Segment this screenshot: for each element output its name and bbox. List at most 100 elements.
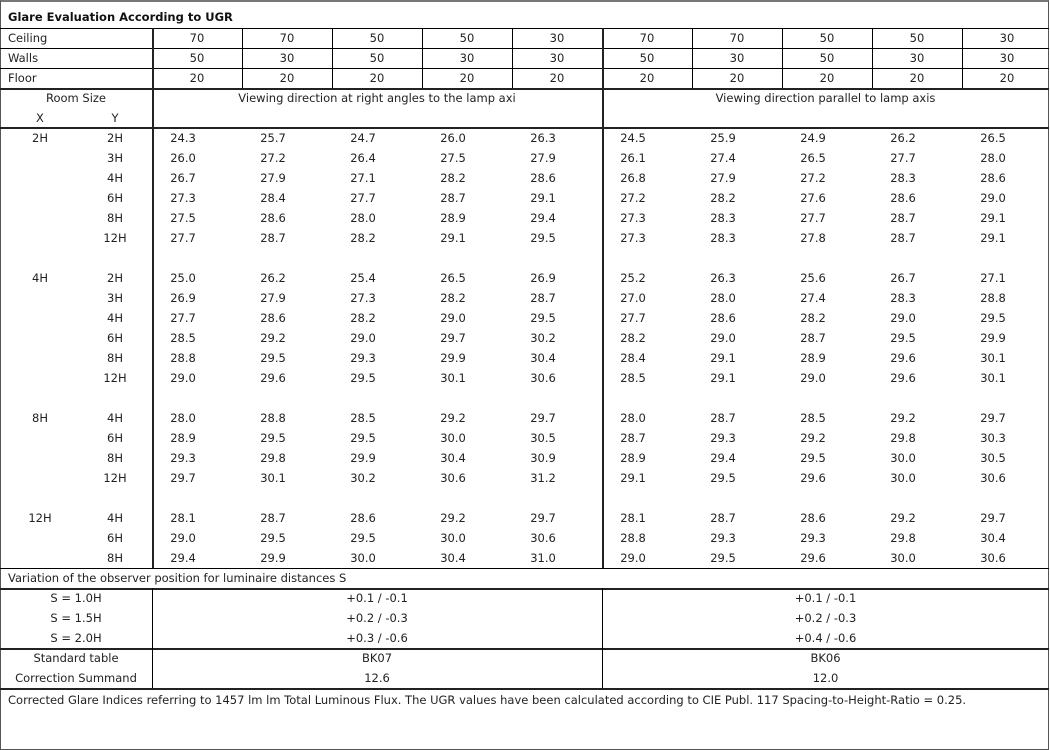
room-x-value: 2H [32, 131, 48, 145]
ugr-value-parallel: 28.3 [890, 171, 916, 185]
ugr-value-parallel: 29.5 [980, 311, 1006, 325]
divider [0, 127, 1049, 129]
ugr-value-perpendicular: 30.4 [530, 351, 556, 365]
correction-summand-label: Correction Summand [15, 671, 137, 685]
room-y-value: 4H [107, 171, 123, 185]
ugr-value-parallel: 28.7 [620, 431, 646, 445]
divider [0, 48, 1049, 49]
ugr-value-perpendicular: 30.0 [440, 531, 466, 545]
ugr-value-perpendicular: 27.7 [170, 311, 196, 325]
ugr-value-parallel: 29.1 [620, 471, 646, 485]
ugr-value-parallel: 26.5 [980, 131, 1006, 145]
ugr-value-parallel: 29.0 [800, 371, 826, 385]
divider [0, 588, 1049, 590]
ugr-value-parallel: 28.3 [890, 291, 916, 305]
ugr-value-perpendicular: 25.4 [350, 271, 376, 285]
ugr-value-perpendicular: 29.5 [260, 431, 286, 445]
variation-title: Variation of the observer position for l… [8, 571, 347, 585]
ugr-value-parallel: 29.5 [890, 331, 916, 345]
ugr-value-perpendicular: 28.2 [350, 311, 376, 325]
ugr-value-perpendicular: 29.0 [170, 531, 196, 545]
divider [422, 28, 423, 88]
room-y-value: 12H [103, 371, 127, 385]
reflectance-label-walls: Walls [8, 51, 39, 65]
ugr-value-parallel: 30.0 [890, 551, 916, 565]
ugr-value-perpendicular: 29.7 [170, 471, 196, 485]
room-y-label: Y [111, 111, 119, 125]
ugr-value-parallel: 27.1 [980, 271, 1006, 285]
divider [512, 28, 513, 88]
ugr-value-perpendicular: 28.8 [170, 351, 196, 365]
ugr-value-parallel: 24.9 [800, 131, 826, 145]
ugr-value-parallel: 27.3 [620, 211, 646, 225]
divider [152, 28, 154, 88]
divider [0, 648, 1049, 650]
reflectance-value: 20 [639, 71, 655, 85]
variation-label: S = 1.5H [50, 611, 102, 625]
ugr-value-parallel: 29.0 [980, 191, 1006, 205]
footer-note: Corrected Glare Indices referring to 145… [8, 693, 967, 707]
ugr-value-parallel: 27.9 [710, 171, 736, 185]
room-x-value: 12H [28, 511, 52, 525]
ugr-value-perpendicular: 29.2 [440, 511, 466, 525]
direction-header-parallel: Viewing direction parallel to lamp axis [715, 91, 936, 105]
ugr-value-perpendicular: 28.7 [530, 291, 556, 305]
ugr-value-parallel: 30.3 [980, 431, 1006, 445]
ugr-value-perpendicular: 26.2 [260, 271, 286, 285]
ugr-value-parallel: 30.0 [890, 471, 916, 485]
ugr-value-parallel: 28.6 [800, 511, 826, 525]
reflectance-value: 50 [819, 51, 835, 65]
ugr-value-perpendicular: 31.0 [530, 551, 556, 565]
ugr-value-parallel: 29.1 [710, 371, 736, 385]
room-x-value: 8H [32, 411, 48, 425]
ugr-value-parallel: 28.5 [620, 371, 646, 385]
ugr-value-perpendicular: 30.9 [530, 451, 556, 465]
reflectance-value: 20 [189, 71, 205, 85]
ugr-value-parallel: 28.6 [710, 311, 736, 325]
ugr-value-parallel: 30.0 [890, 451, 916, 465]
ugr-value-perpendicular: 27.7 [350, 191, 376, 205]
ugr-value-parallel: 26.2 [890, 131, 916, 145]
ugr-value-parallel: 30.6 [980, 551, 1006, 565]
reflectance-value: 50 [369, 31, 385, 45]
variation-perpendicular: +0.3 / -0.6 [346, 631, 408, 645]
room-y-value: 3H [107, 151, 123, 165]
ugr-value-parallel: 27.2 [620, 191, 646, 205]
divider [152, 588, 153, 688]
ugr-value-parallel: 28.6 [980, 171, 1006, 185]
ugr-value-parallel: 29.0 [890, 311, 916, 325]
reflectance-value: 30 [459, 51, 475, 65]
ugr-value-parallel: 29.1 [980, 211, 1006, 225]
reflectance-value: 50 [459, 31, 475, 45]
ugr-value-perpendicular: 29.0 [170, 371, 196, 385]
ugr-value-parallel: 28.5 [800, 411, 826, 425]
ugr-value-parallel: 29.3 [710, 531, 736, 545]
ugr-value-perpendicular: 27.7 [170, 231, 196, 245]
reflectance-value: 50 [189, 51, 205, 65]
divider [152, 88, 154, 568]
ugr-value-perpendicular: 28.6 [530, 171, 556, 185]
ugr-value-parallel: 30.4 [980, 531, 1006, 545]
ugr-value-parallel: 27.7 [620, 311, 646, 325]
ugr-value-parallel: 24.5 [620, 131, 646, 145]
reflectance-label-ceiling: Ceiling [8, 31, 48, 45]
room-y-value: 6H [107, 191, 123, 205]
ugr-value-perpendicular: 30.6 [440, 471, 466, 485]
ugr-value-parallel: 28.9 [800, 351, 826, 365]
reflectance-value: 50 [369, 51, 385, 65]
reflectance-value: 30 [999, 31, 1015, 45]
ugr-value-perpendicular: 28.2 [350, 231, 376, 245]
ugr-value-perpendicular: 27.9 [260, 291, 286, 305]
table-title: Glare Evaluation According to UGR [8, 10, 233, 24]
ugr-value-parallel: 29.6 [890, 351, 916, 365]
ugr-value-perpendicular: 29.3 [170, 451, 196, 465]
reflectance-value: 20 [549, 71, 565, 85]
ugr-value-perpendicular: 27.2 [260, 151, 286, 165]
room-y-value: 4H [107, 311, 123, 325]
divider [782, 28, 783, 88]
ugr-value-parallel: 29.5 [710, 551, 736, 565]
divider [602, 28, 604, 88]
ugr-value-perpendicular: 27.9 [260, 171, 286, 185]
ugr-value-parallel: 25.6 [800, 271, 826, 285]
ugr-value-perpendicular: 29.5 [530, 311, 556, 325]
